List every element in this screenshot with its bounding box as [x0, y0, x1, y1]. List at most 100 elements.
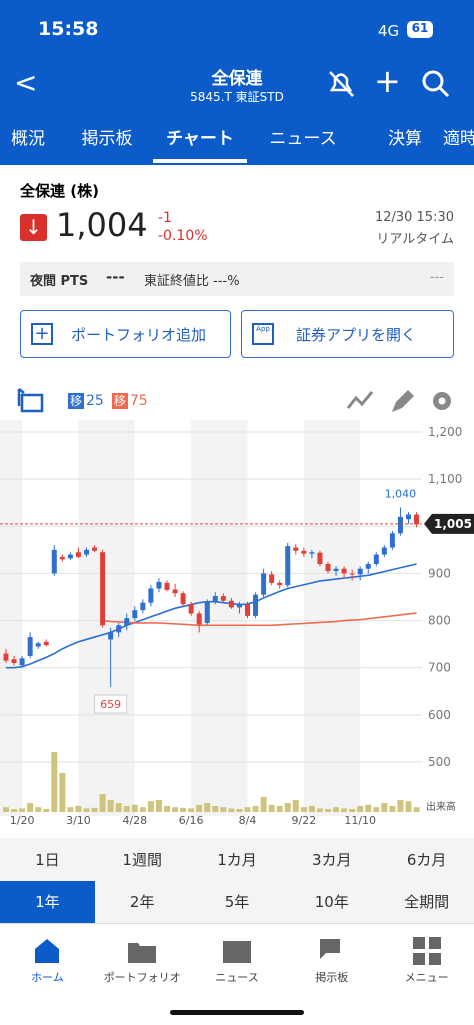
candle-body — [27, 637, 33, 656]
period-button[interactable]: 3カ月 — [312, 850, 352, 869]
volume-bar — [59, 773, 66, 812]
candle-body — [397, 516, 403, 534]
volume-bar — [381, 803, 388, 812]
candle-body — [261, 573, 267, 595]
period-button[interactable]: 6カ月 — [406, 850, 447, 869]
alert[interactable] — [326, 68, 356, 100]
nav-label: ポートフォリオ — [103, 971, 181, 984]
band — [0, 420, 23, 816]
search[interactable] — [420, 68, 452, 100]
nav-icon — [319, 939, 340, 959]
chart-tools[interactable] — [344, 386, 456, 416]
period-button[interactable]: 1日 — [35, 850, 60, 869]
pts-value: --- — [106, 268, 125, 286]
volume-bar — [75, 806, 82, 812]
price: 1,004 — [56, 206, 148, 244]
volume-bar — [35, 807, 42, 812]
period-button[interactable]: 1週間 — [122, 850, 162, 869]
indicator-badge: 移 — [68, 393, 85, 409]
candle-body — [357, 568, 363, 575]
period-button[interactable]: 1年 — [0, 880, 95, 923]
tab[interactable]: 概況 — [11, 129, 45, 149]
icon-shape — [319, 939, 340, 959]
volume-bar — [325, 809, 331, 812]
nav-item[interactable]: メニュー — [379, 935, 474, 985]
candle-body — [333, 568, 339, 572]
button-label: 証券アプリを開く — [296, 325, 417, 344]
candle-body — [245, 604, 250, 616]
nav-item[interactable]: ホーム — [0, 935, 95, 985]
volume-bar — [228, 808, 235, 812]
candle-body — [116, 625, 122, 633]
volume-bar — [365, 804, 372, 812]
back[interactable]: < — [14, 66, 38, 99]
band — [303, 420, 361, 816]
change-pct: -0.10% — [158, 228, 208, 244]
volume-bar — [188, 808, 195, 812]
candle-body — [51, 549, 57, 574]
candle-body — [156, 581, 162, 589]
candle-body — [67, 554, 73, 559]
nav-label: ニュース — [215, 971, 259, 984]
portfolio-button[interactable]: + ポートフォリオ追加 — [20, 310, 231, 358]
button-label: ポートフォリオ追加 — [71, 325, 207, 344]
period-selector: 1日 1週間 1カ月 3カ月 6カ月 1年 2年 5年 10年 全期間 — [0, 838, 474, 923]
volume-bar — [99, 794, 106, 812]
add[interactable]: + — [374, 62, 401, 100]
nav-label: ホーム — [31, 971, 64, 984]
period-button[interactable]: 全期間 — [404, 893, 450, 911]
candle-body — [325, 564, 331, 572]
tab[interactable]: 適時 — [443, 129, 474, 149]
candle-body — [309, 552, 315, 554]
y-tick-label: 1,200 — [428, 425, 462, 439]
tab[interactable]: 掲示板 — [81, 129, 133, 149]
candle-body — [236, 604, 242, 608]
down-icon: ↓ — [20, 214, 47, 241]
candle-body — [100, 552, 106, 626]
x-tick-label: 11/10 — [344, 814, 376, 827]
volume-bar — [292, 800, 299, 812]
candle-body — [341, 568, 347, 574]
nav-label: 掲示板 — [315, 971, 349, 984]
x-tick-label: 1/20 — [10, 814, 35, 827]
indicators: 移 25 移 75 — [68, 392, 148, 409]
pts-compare: 東証終値比 ---% — [144, 274, 240, 289]
nav-item[interactable]: ニュース — [190, 935, 285, 985]
candle-body — [164, 582, 170, 590]
chart: 1,2001,1001000900800700600500出来高1,0051,0… — [0, 420, 474, 827]
nav-item[interactable]: ポートフォリオ — [95, 935, 190, 985]
period-button[interactable]: 5年 — [224, 893, 250, 911]
volume-bar — [83, 808, 90, 812]
period-button[interactable]: 10年 — [314, 893, 349, 911]
change: -1 — [158, 210, 172, 226]
tab[interactable]: 決算 — [388, 129, 422, 149]
volume-bar — [27, 803, 34, 812]
x-tick-label: 9/22 — [291, 814, 316, 827]
volume-bar — [389, 806, 396, 812]
rotate-icon[interactable] — [16, 386, 46, 416]
tab[interactable]: ニュース — [269, 129, 337, 149]
volume-bar — [155, 800, 162, 812]
volume-bar — [3, 807, 9, 812]
candle-body — [188, 604, 194, 614]
last-price-tag — [424, 513, 474, 534]
x-tick-label: 6/16 — [179, 814, 204, 827]
y-tick-label: 800 — [428, 614, 451, 628]
icon-shape — [35, 939, 60, 963]
volume-bar — [212, 806, 219, 812]
volume-bar — [115, 803, 122, 812]
datetime: 12/30 15:30 — [374, 210, 454, 225]
app-button[interactable]: App 証券アプリを開く — [241, 310, 454, 358]
icon-shape — [128, 943, 157, 963]
volume-bar — [220, 807, 227, 812]
volume-label: 出来高 — [426, 800, 456, 813]
candle-body — [253, 594, 259, 616]
tab[interactable]: チャート — [166, 129, 234, 149]
nav-item[interactable]: 掲示板 — [284, 935, 379, 985]
period-button[interactable]: 2年 — [129, 893, 155, 911]
period-button[interactable]: 1カ月 — [217, 850, 257, 869]
volume-bar — [268, 804, 275, 812]
network: 4G — [378, 22, 400, 40]
candle-body — [108, 632, 114, 640]
candle-body — [389, 533, 395, 548]
